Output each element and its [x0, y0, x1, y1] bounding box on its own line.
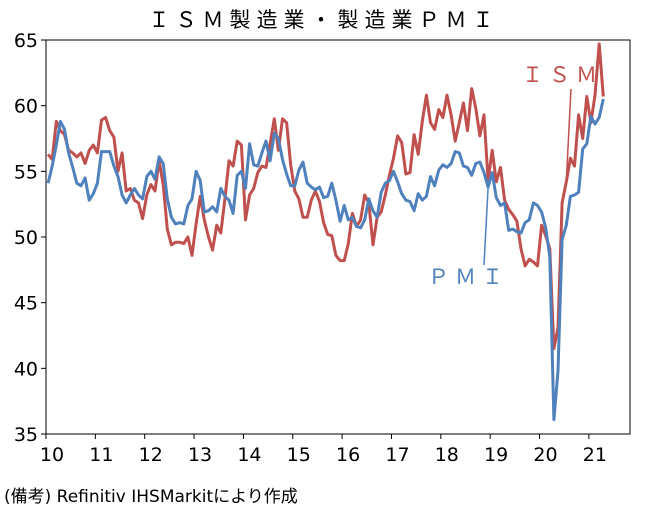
- pmi-series-label: ＰＭＩ: [428, 265, 509, 289]
- pmi-leader-line: [483, 187, 489, 266]
- ism-series-label: ＩＳＭ: [522, 63, 603, 87]
- series-line-ism: [46, 42, 605, 351]
- y-tick-label: 50: [14, 227, 38, 249]
- y-tick-label: 35: [14, 424, 38, 446]
- x-tick-label: 21: [583, 444, 607, 466]
- y-tick-label: 45: [14, 293, 38, 315]
- plot-frame: [45, 39, 631, 435]
- chart-title: ＩＳＭ製造業・製造業ＰＭＩ: [148, 8, 500, 32]
- y-tick-label: 60: [14, 96, 38, 118]
- chart-plot: 35 40 45 50 55 60 65 10 11 12 13 14 15 16 17 18 19 20 21 ＩＳ…: [14, 30, 631, 466]
- x-tick-label: 15: [287, 444, 311, 466]
- y-tick-label: 65: [14, 30, 38, 52]
- y-tick-label: 55: [14, 161, 38, 183]
- x-tick-label: 18: [435, 444, 459, 466]
- x-tick-label: 16: [336, 444, 360, 466]
- x-tick-label: 10: [40, 444, 64, 466]
- x-tick-label: 19: [484, 444, 508, 466]
- ism-leader-line: [565, 88, 572, 182]
- source-note: (備考) Refinitiv IHSMarkitにより作成: [4, 487, 298, 507]
- x-tick-label: 13: [188, 444, 212, 466]
- x-tick-label: 12: [139, 444, 163, 466]
- x-tick-label: 17: [385, 444, 409, 466]
- x-tick-label: 20: [533, 444, 557, 466]
- x-tick-label: 14: [237, 444, 261, 466]
- series-line-pmi: [46, 98, 605, 422]
- x-tick-label: 11: [89, 444, 113, 466]
- y-tick-label: 40: [14, 358, 38, 380]
